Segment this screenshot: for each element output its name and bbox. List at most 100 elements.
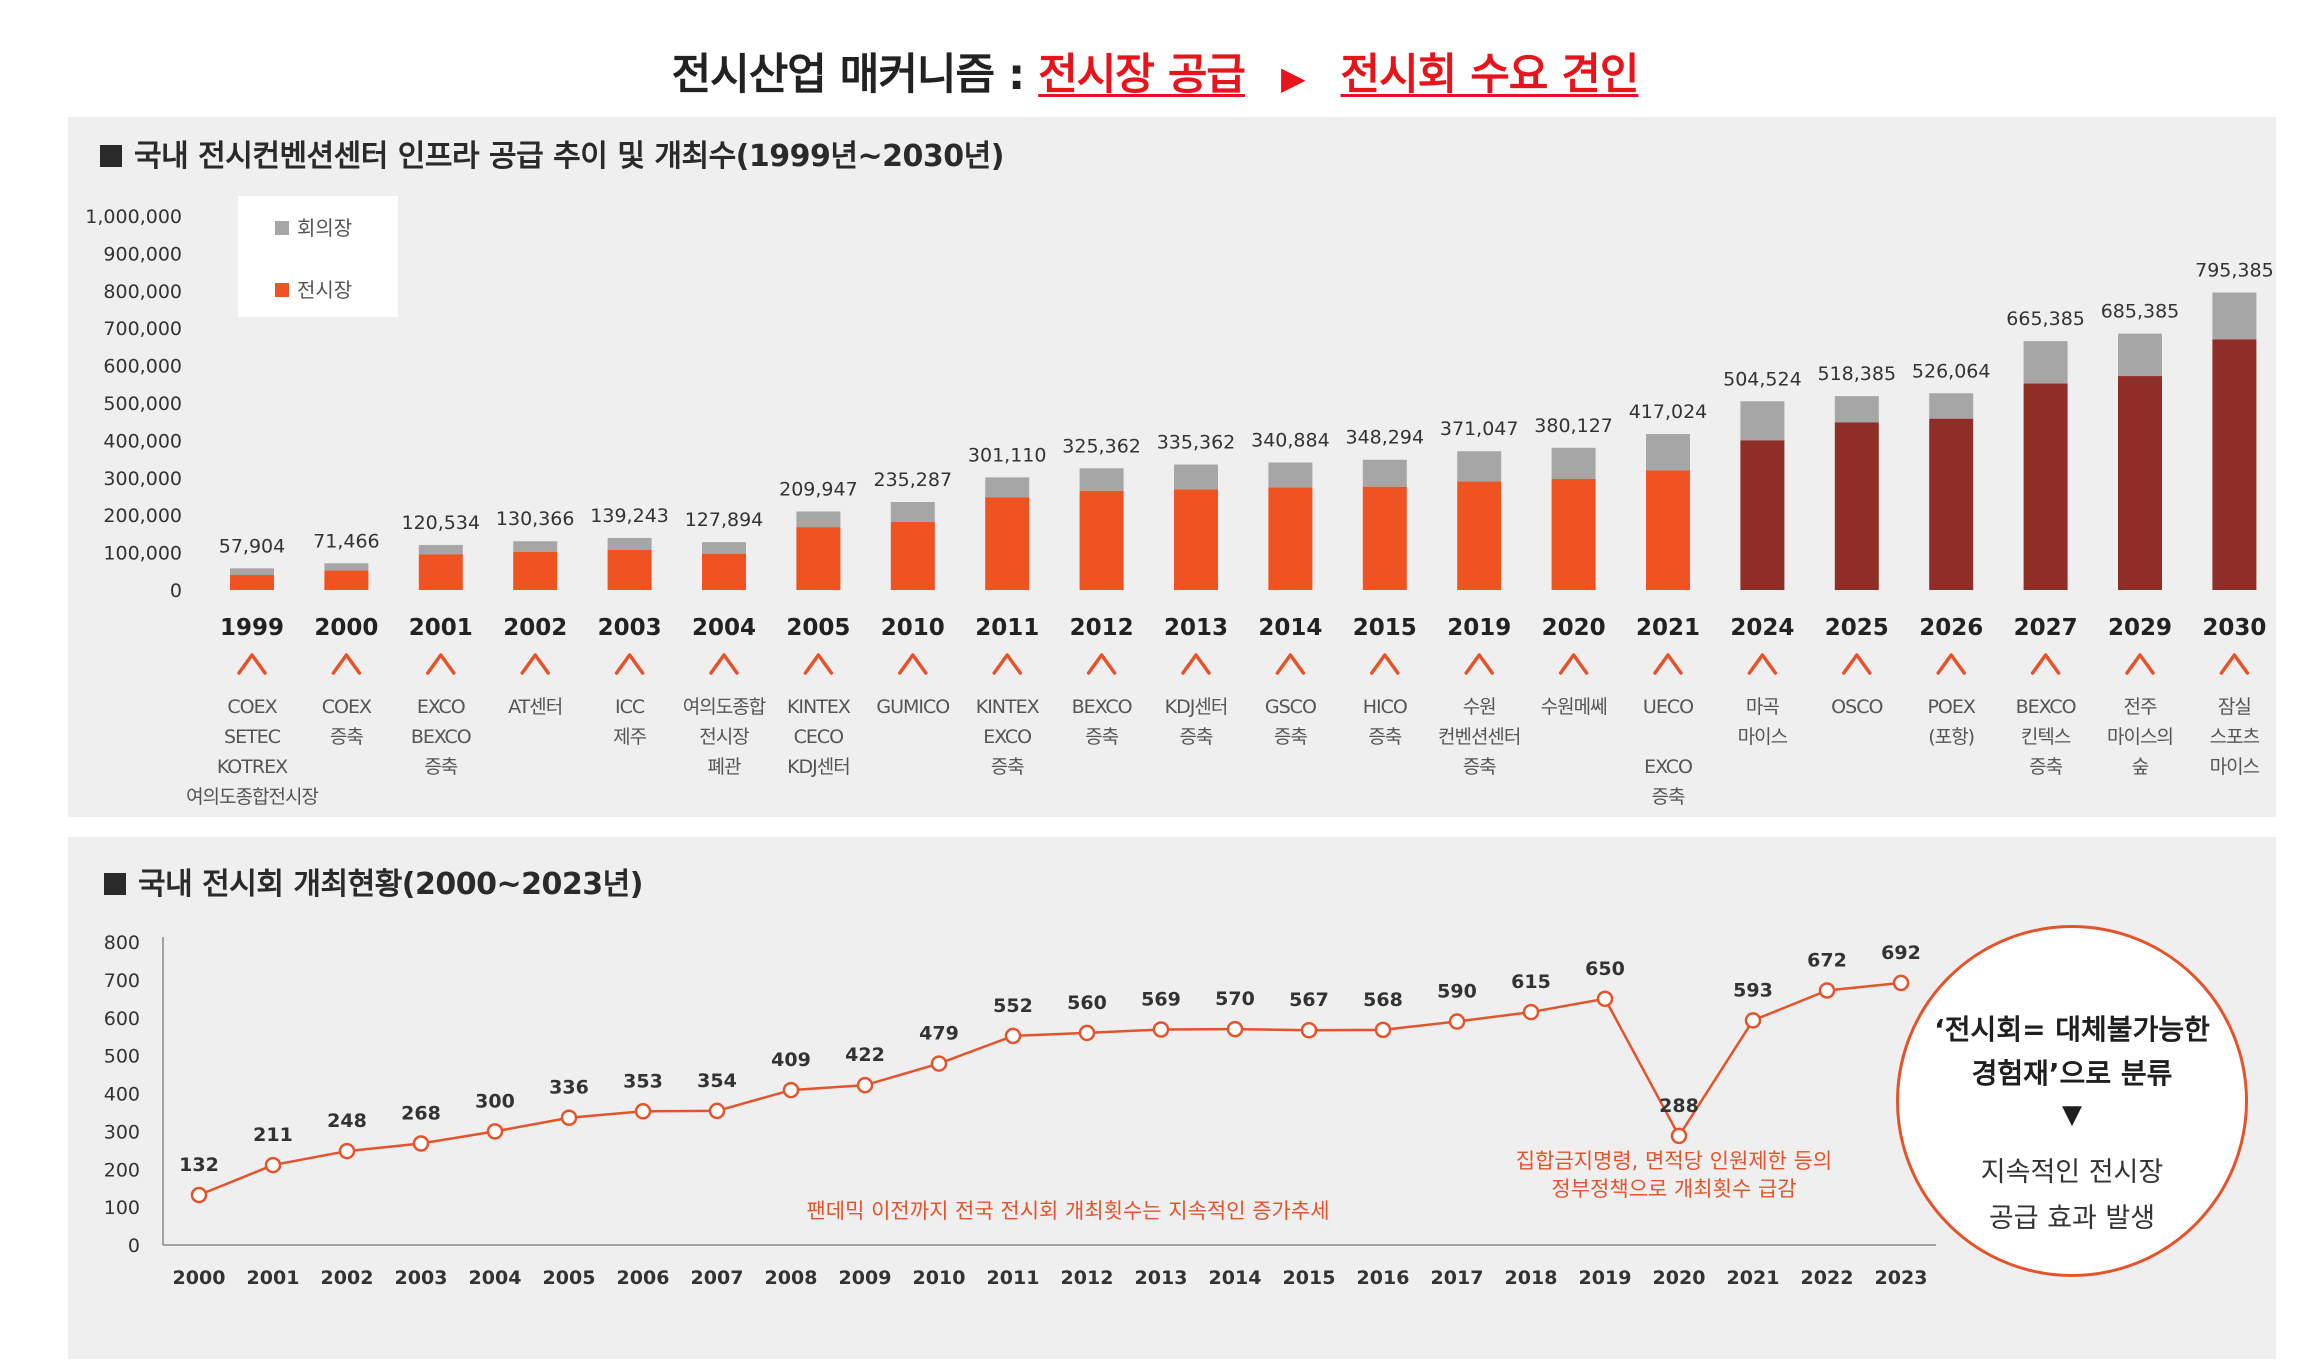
caret-up-icon <box>331 653 362 675</box>
y-tick-label: 400,000 <box>103 430 182 452</box>
x-tick-label: 2018 <box>1505 1267 1558 1289</box>
caret-up-icon <box>2219 653 2250 675</box>
legend-label-meeting: 회의장 <box>297 216 352 240</box>
caret-up-icon <box>1936 653 1966 675</box>
y-tick-label: 100 <box>104 1197 140 1219</box>
exhibition-chart-title: 국내 전시회 개최현황(2000~2023년) <box>104 859 643 903</box>
x-tick-label: 2006 <box>617 1267 670 1289</box>
bar-exhibition-segment <box>1929 418 1974 590</box>
data-point-label: 132 <box>179 1154 219 1176</box>
data-point <box>1892 974 1910 992</box>
x-tick-label: 2015 <box>1283 1267 1336 1289</box>
data-point-label: 615 <box>1511 971 1551 993</box>
x-category-label: 2011 <box>975 615 1039 641</box>
bar-meeting-segment <box>890 502 935 522</box>
bar-meeting-segment <box>2118 333 2162 377</box>
data-point-label: 692 <box>1881 942 1921 964</box>
x-category-label: 2012 <box>1070 615 1134 641</box>
venue-annotation: 증축 <box>991 756 1024 778</box>
caret-up-icon <box>1464 653 1494 675</box>
callout-line3: 지속적인 전시장 <box>1980 1157 2164 1188</box>
x-tick-label: 2023 <box>1875 1267 1928 1289</box>
bar-exhibition-segment <box>1268 487 1313 590</box>
venue-annotation: KINTEX <box>787 696 851 718</box>
bar-meeting-segment <box>1457 451 1502 482</box>
bar-meeting-segment <box>2023 341 2068 384</box>
y-tick-label: 100,000 <box>103 543 182 565</box>
bar-exhibition-segment <box>1174 489 1218 590</box>
venue-annotation: AT센터 <box>508 696 562 718</box>
y-tick-label: 700 <box>104 970 140 992</box>
venue-annotation: KDJ센터 <box>1165 696 1228 718</box>
legend-swatch-exhibition <box>275 283 289 297</box>
data-point <box>1596 990 1614 1008</box>
data-point-label: 560 <box>1067 992 1107 1014</box>
venue-annotation: 전시장 <box>699 726 749 748</box>
trend-annotation: 팬데믹 이전까지 전국 전시회 개최횟수는 지속적인 증가추세 <box>806 1199 1329 1223</box>
data-point-label: 479 <box>919 1023 959 1045</box>
data-point <box>930 1055 948 1072</box>
venue-annotation: GSCO <box>1265 696 1316 718</box>
x-category-label: 2010 <box>881 615 945 641</box>
bar-meeting-segment <box>324 563 369 571</box>
x-tick-label: 2000 <box>173 1267 226 1289</box>
caret-up-icon <box>1370 653 1400 675</box>
callout-line2: 경험재’으로 분류 <box>1971 1057 2173 1090</box>
venue-annotation: 여의도종합 <box>683 696 766 718</box>
data-point-label: 353 <box>623 1070 663 1092</box>
bar-total-label: 209,947 <box>779 478 858 500</box>
bar-exhibition-segment <box>2118 376 2162 590</box>
bar-meeting-segment <box>1079 468 1124 491</box>
x-category-label: 2020 <box>1542 615 1606 641</box>
y-tick-label: 500,000 <box>103 393 182 415</box>
data-point-label: 268 <box>401 1102 441 1124</box>
venue-annotation: 마이스 <box>2210 756 2260 778</box>
data-point-label: 567 <box>1289 989 1329 1011</box>
x-category-label: 2014 <box>1258 615 1322 641</box>
x-category-label: 2030 <box>2202 615 2266 641</box>
venue-annotation: 증축 <box>330 726 363 748</box>
data-point-label: 354 <box>697 1070 737 1092</box>
y-tick-label: 0 <box>170 580 182 602</box>
legend-swatch-meeting <box>275 221 289 235</box>
venue-annotation: 제주 <box>613 726 646 748</box>
venue-annotation: SETEC <box>224 726 281 748</box>
x-tick-label: 2009 <box>839 1267 892 1289</box>
venue-annotation: POEX <box>1927 696 1975 718</box>
caret-up-icon <box>237 653 267 675</box>
venue-annotation: 여의도종합전시장 <box>186 786 318 808</box>
caret-up-icon <box>520 653 550 675</box>
x-tick-label: 2001 <box>247 1267 300 1289</box>
venue-annotation: (포항) <box>1928 726 1974 748</box>
bar-meeting-segment <box>418 544 463 555</box>
bar-exhibition-segment <box>1646 470 1690 590</box>
bar-total-label: 371,047 <box>1440 418 1519 440</box>
data-point <box>1522 1003 1540 1021</box>
venue-annotation: CECO <box>794 726 844 748</box>
bar-exhibition-segment <box>607 549 652 590</box>
bar-meeting-segment <box>2212 292 2257 340</box>
data-point-label: 570 <box>1215 988 1255 1010</box>
data-point <box>782 1081 800 1099</box>
venue-annotation: 마이스 <box>1738 726 1788 748</box>
caret-up-icon <box>709 653 739 675</box>
bar-meeting-segment <box>796 511 841 528</box>
x-category-label: 2013 <box>1164 615 1228 641</box>
venue-annotation: 증축 <box>2029 756 2062 778</box>
caret-up-icon <box>803 653 834 675</box>
y-tick-label: 700,000 <box>103 318 182 340</box>
y-tick-label: 200 <box>104 1159 140 1181</box>
x-category-label: 2002 <box>503 615 567 641</box>
bar-total-label: 325,362 <box>1062 435 1141 457</box>
y-tick-label: 300,000 <box>103 468 182 490</box>
bar-total-label: 665,385 <box>2006 308 2085 330</box>
bar-total-label: 795,385 <box>2195 260 2274 282</box>
infra-chart-title-text: 국내 전시컨벤션센터 인프라 공급 추이 및 개최수(1999년~2030년) <box>134 139 1004 174</box>
bar-meeting-segment <box>1551 447 1596 479</box>
venue-annotation: 마이스의 <box>2107 726 2173 748</box>
caret-up-icon <box>1653 653 1683 675</box>
bar-total-label: 130,366 <box>496 508 575 530</box>
x-tick-label: 2005 <box>543 1267 596 1289</box>
data-point <box>1004 1027 1022 1045</box>
venue-annotation: KINTEX <box>976 696 1040 718</box>
